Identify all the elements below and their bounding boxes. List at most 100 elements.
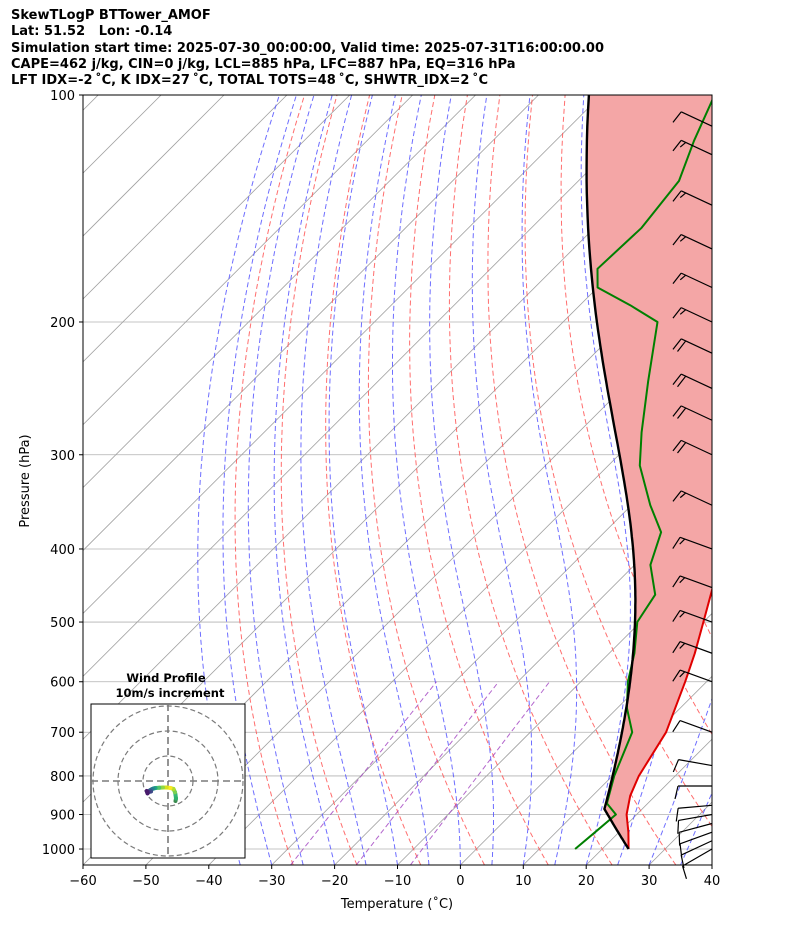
hodograph-subtitle: 10m/s increment	[116, 686, 225, 700]
y-tick-label: 700	[50, 726, 75, 741]
wind-barb-shaft	[679, 831, 713, 845]
wind-barb-flag	[672, 234, 682, 246]
wind-barb-flag	[679, 843, 683, 858]
isotherm-line	[83, 95, 288, 300]
wind-barb-shaft	[678, 759, 713, 767]
cape-line: CAPE=462 j/kg, CIN=0 j/kg, LCL=885 hPa, …	[11, 56, 516, 72]
dry-adiabat	[409, 95, 549, 865]
isotherm-line	[397, 549, 712, 865]
wind-barb-flag	[672, 111, 682, 123]
mixing-ratio-line	[355, 681, 499, 865]
moist-adiabat	[358, 95, 430, 865]
isotherm-line	[83, 95, 602, 614]
moist-adiabat	[300, 95, 367, 865]
wind-barb-shaft	[680, 111, 713, 127]
wind-barb	[681, 848, 713, 879]
wind-barb	[677, 813, 713, 834]
wind-barb	[672, 139, 713, 156]
wind-barb-shaft	[678, 813, 713, 822]
x-tick-label: −60	[69, 874, 96, 889]
wind-barb-flag	[679, 309, 687, 315]
parcel-line	[585, 95, 637, 850]
wind-barb-flag	[674, 785, 679, 800]
y-axis-label: Pressure (hPa)	[18, 434, 33, 527]
moist-adiabat	[429, 95, 494, 865]
wind-barb-flag	[672, 669, 681, 682]
y-tick-label: 800	[50, 770, 75, 785]
wind-barb-flag	[677, 820, 680, 834]
wind-barb-flag	[672, 373, 682, 385]
dewpoint-line	[574, 98, 712, 850]
wind-barb-flag	[679, 577, 686, 584]
x-tick-label: 40	[704, 874, 721, 889]
x-tick-label: −50	[132, 874, 159, 889]
chart-header: SkewTLogP BTTower_AMOF Lat: 51.52 Lon: -…	[11, 8, 604, 89]
hodograph-segment	[144, 789, 150, 796]
wind-barb-shaft	[680, 272, 713, 289]
moist-adiabat	[328, 95, 398, 865]
y-tick-label: 500	[50, 616, 75, 631]
hodograph-title: Wind Profile	[126, 671, 206, 685]
wind-barb-flag	[679, 141, 687, 148]
wind-barb	[672, 233, 713, 250]
wind-barb	[672, 536, 713, 550]
wind-barb-shaft	[679, 669, 713, 683]
wind-barb-shaft	[679, 536, 713, 550]
y-tick-label: 900	[50, 809, 75, 824]
x-tick-label: −20	[321, 874, 348, 889]
wind-barb	[672, 190, 713, 206]
wind-barb-shaft	[679, 609, 713, 623]
wind-barb-shaft	[680, 338, 713, 354]
y-tick-label: 600	[50, 676, 75, 691]
wind-barb-flag	[672, 641, 681, 654]
isotherm-line	[775, 95, 794, 865]
plot-area	[83, 95, 794, 865]
wind-barb	[672, 272, 713, 289]
wind-barb	[672, 405, 713, 421]
wind-barb-flag	[672, 190, 682, 202]
wind-barb-flag	[680, 854, 685, 869]
moist-adiabat	[648, 697, 712, 865]
dry-adiabat	[448, 95, 613, 865]
wind-barb-flag	[677, 442, 687, 454]
wind-barb-shaft	[680, 233, 713, 250]
wind-barb-shaft	[680, 840, 713, 856]
isotherm-line	[83, 95, 539, 552]
wind-barb-flag	[679, 642, 686, 649]
wind-barb-shaft	[679, 641, 713, 654]
dry-adiabat	[280, 95, 358, 865]
wind-barb	[680, 840, 713, 869]
axes: −60 −50 −40 −30 −20 −10 0 10 20 30 40 100 200 300 400 5…	[42, 89, 720, 889]
isotherm-line	[83, 95, 225, 237]
wind-barb-flag	[677, 407, 687, 419]
isotherm-line	[145, 298, 712, 865]
x-axis-label: Temperature (˚C)	[340, 896, 453, 912]
dry-adiabat	[761, 95, 794, 865]
wind-barb-flag	[672, 759, 680, 773]
wind-barb	[672, 669, 713, 683]
wind-barb-flag	[679, 611, 686, 618]
wind-barb-shaft	[680, 439, 713, 456]
wind-barb	[672, 641, 713, 654]
y-tick-label: 400	[50, 543, 75, 558]
wind-barb-flag	[681, 865, 688, 879]
x-tick-label: −40	[195, 874, 222, 889]
isotherm-line	[460, 612, 712, 865]
wind-barb-shaft	[679, 720, 713, 733]
wind-barb-flag	[672, 575, 681, 588]
moist-adiabat	[273, 95, 336, 865]
x-tick-label: 10	[515, 874, 532, 889]
dry-adiabat	[487, 95, 677, 865]
cin-area	[586, 95, 712, 849]
moist-adiabat	[222, 95, 297, 865]
mixing-ratio-line	[290, 681, 437, 865]
moist-adiabat	[711, 863, 712, 865]
wind-barb-flag	[677, 340, 687, 352]
wind-barbs	[672, 111, 713, 879]
wind-barb-flag	[679, 671, 686, 678]
wind-barb-flag	[672, 490, 682, 502]
isotherm-line	[83, 95, 476, 489]
y-tick-label: 200	[50, 316, 75, 331]
wind-barb-flag	[679, 274, 687, 281]
